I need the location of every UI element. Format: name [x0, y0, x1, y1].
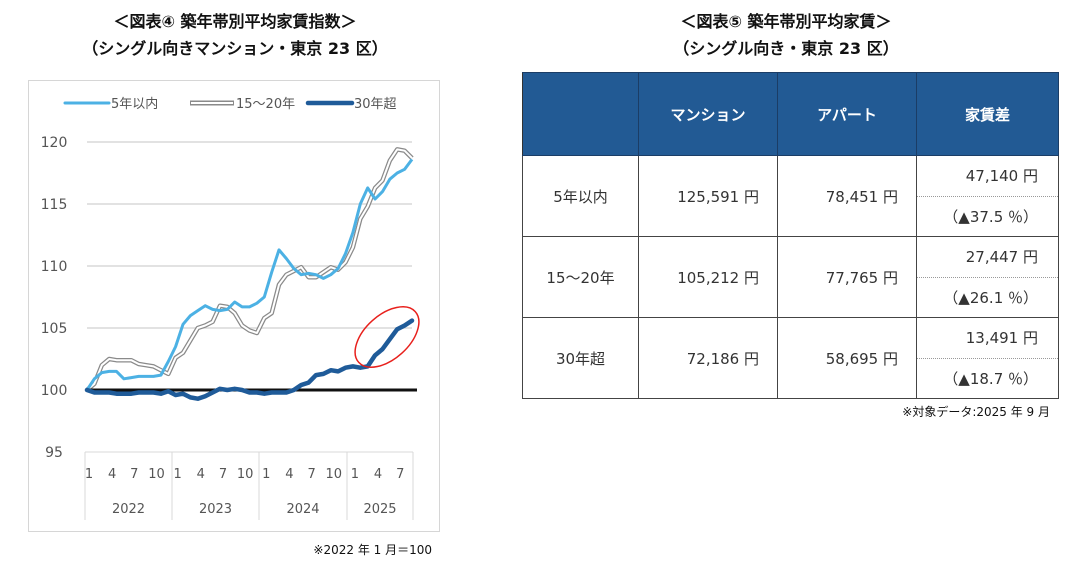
rent-diff-cell: 27,447 円 （▲26.1 ％）	[916, 236, 1059, 318]
header-empty	[522, 72, 639, 156]
x-month-label: 10	[148, 467, 165, 482]
right-table-title: ＜図表⑤ 築年帯別平均家賃＞ （シングル向き・東京 23 区）	[522, 8, 1050, 62]
row-label: 5年以内	[522, 155, 639, 237]
rent-diff-pct: （▲18.7 ％）	[943, 369, 1038, 388]
x-month-label: 4	[285, 467, 293, 482]
left-chart-title: ＜図表④ 築年帯別平均家賃指数＞ （シングル向きマンション・東京 23 区）	[20, 8, 450, 62]
rent-diff: 47,140 円	[917, 156, 1058, 197]
x-month-label: 4	[374, 467, 382, 482]
table-row: 15～20年 105,212 円 77,765 円 27,447 円 （▲26.1…	[522, 236, 1059, 318]
x-year-label: 2023	[199, 502, 232, 517]
x-month-label: 4	[108, 467, 116, 482]
x-month-label: 10	[325, 467, 342, 482]
y-tick-label: 105	[41, 321, 68, 337]
x-month-label: 7	[307, 467, 315, 482]
rent-diff-pct: （▲26.1 ％）	[943, 288, 1038, 307]
x-month-label: 1	[262, 467, 270, 482]
table-row: 5年以内 125,591 円 78,451 円 47,140 円 （▲37.5 ％…	[522, 155, 1059, 237]
x-year-label: 2024	[286, 502, 319, 517]
header-diff: 家賃差	[916, 72, 1059, 156]
mansion-rent: 125,591 円	[638, 155, 778, 237]
mansion-rent: 72,186 円	[638, 317, 778, 399]
table-header-row: マンション アパート 家賃差	[522, 72, 1059, 156]
chart-note: ※2022 年 1 月＝100	[313, 543, 432, 557]
table-note: ※対象データ:2025 年 9 月	[902, 405, 1050, 419]
x-month-label: 1	[85, 467, 93, 482]
chart-title: ＜図表④ 築年帯別平均家賃指数＞	[113, 12, 357, 31]
x-month-label: 10	[237, 467, 254, 482]
mansion-rent: 105,212 円	[638, 236, 778, 318]
x-month-label: 1	[173, 467, 181, 482]
y-tick-label: 120	[41, 135, 68, 151]
chart-frame	[28, 80, 440, 532]
highlight-ellipse	[354, 306, 420, 368]
table-subtitle: （シングル向き・東京 23 区）	[673, 39, 899, 58]
x-month-label: 7	[396, 467, 404, 482]
x-month-label: 4	[197, 467, 205, 482]
chart-subtitle: （シングル向きマンション・東京 23 区）	[82, 39, 388, 58]
row-label: 15～20年	[522, 236, 639, 318]
series-line-15-20-inner	[86, 148, 413, 391]
apart-rent: 77,765 円	[777, 236, 917, 318]
legend-label: 30年超	[354, 97, 397, 112]
table-title: ＜図表⑤ 築年帯別平均家賃＞	[680, 12, 892, 31]
rent-diff-pct: （▲37.5 ％）	[943, 207, 1038, 226]
x-month-label: 1	[351, 467, 359, 482]
y-tick-label: 115	[41, 197, 68, 213]
apart-rent: 58,695 円	[777, 317, 917, 399]
header-mansion: マンション	[638, 72, 778, 156]
rent-diff-cell: 47,140 円 （▲37.5 ％）	[916, 155, 1059, 237]
y-tick-label: 100	[41, 383, 68, 399]
rent-diff-cell: 13,491 円 （▲18.7 ％）	[916, 317, 1059, 399]
legend-label: 15〜20年	[236, 97, 295, 112]
header-apart: アパート	[777, 72, 917, 156]
x-year-label: 2022	[112, 502, 145, 517]
table-row: 30年超 72,186 円 58,695 円 13,491 円 （▲18.7 ％）	[522, 317, 1059, 399]
series-line-5yr	[85, 158, 414, 391]
rent-diff: 27,447 円	[917, 237, 1058, 278]
series-line-30yr	[84, 318, 415, 401]
legend-label: 5年以内	[111, 96, 158, 112]
rent-table: マンション アパート 家賃差 5年以内 125,591 円 78,451 円 4…	[522, 72, 1059, 399]
rent-diff: 13,491 円	[917, 318, 1058, 359]
x-year-label: 2025	[363, 502, 396, 517]
y-tick-label: 95	[45, 445, 63, 461]
apart-rent: 78,451 円	[777, 155, 917, 237]
y-tick-label: 110	[41, 259, 68, 275]
x-month-label: 7	[219, 467, 227, 482]
series-line-15-20	[85, 147, 414, 392]
row-label: 30年超	[522, 317, 639, 399]
x-month-label: 7	[130, 467, 138, 482]
